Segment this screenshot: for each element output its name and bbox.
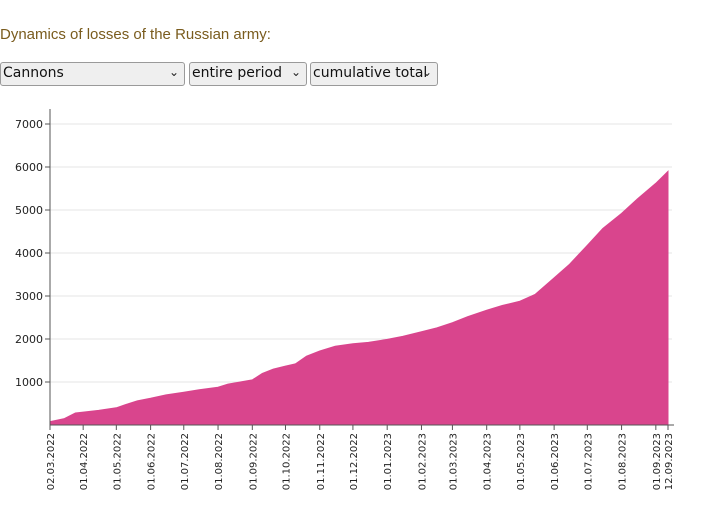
x-tick-label: 01.09.2023 <box>652 433 663 490</box>
x-tick-label: 01.08.2022 <box>214 433 225 490</box>
x-tick-label: 02.03.2022 <box>46 433 57 490</box>
x-tick-label: 01.08.2023 <box>618 433 629 490</box>
y-tick-label: 1000 <box>15 376 43 389</box>
y-tick-label: 7000 <box>15 118 43 131</box>
category-select-value: Cannons <box>3 65 64 81</box>
x-tick-label: 01.04.2022 <box>79 433 90 490</box>
y-tick-label: 6000 <box>15 161 43 174</box>
x-tick-label: 01.06.2023 <box>550 433 561 490</box>
mode-select[interactable]: cumulative total ⌄ <box>310 62 438 86</box>
y-tick-label: 4000 <box>15 247 43 260</box>
x-tick-label: 01.02.2023 <box>417 433 428 490</box>
x-tick-label: 01.09.2022 <box>248 433 259 490</box>
cannons-area-series <box>49 170 669 426</box>
y-tick-label: 5000 <box>15 204 43 217</box>
x-tick-label: 01.06.2022 <box>147 433 158 490</box>
chevron-down-icon: ⌄ <box>290 65 301 79</box>
x-tick-label: 01.01.2023 <box>383 433 394 490</box>
x-tick-label: 01.12.2022 <box>349 433 360 490</box>
losses-area-chart: 1000 2000 3000 4000 5000 6000 7000 02.03.2022 01… <box>15 109 675 490</box>
y-tick-label: 2000 <box>15 333 43 346</box>
chevron-down-icon: ⌄ <box>421 65 432 79</box>
x-tick-label: 01.07.2023 <box>583 433 594 490</box>
x-tick-label: 01.04.2023 <box>483 433 494 490</box>
y-tick-label: 3000 <box>15 290 43 303</box>
mode-select-value: cumulative total <box>313 65 428 81</box>
x-tick-label: 01.11.2022 <box>316 433 327 490</box>
x-tick-label: 01.03.2023 <box>448 433 459 490</box>
period-select[interactable]: entire period ⌄ <box>189 62 307 86</box>
x-tick-label: 12.09.2023 <box>664 433 675 490</box>
period-select-value: entire period <box>192 65 282 81</box>
x-tick-label: 01.07.2022 <box>180 433 191 490</box>
x-tick-label: 01.10.2022 <box>281 433 292 490</box>
category-select[interactable]: Cannons ⌄ <box>0 62 185 86</box>
x-tick-label: 01.05.2022 <box>112 433 123 490</box>
page-title: Dynamics of losses of the Russian army: <box>0 26 271 43</box>
chevron-down-icon: ⌄ <box>168 65 179 79</box>
x-tick-label: 01.05.2023 <box>516 433 527 490</box>
